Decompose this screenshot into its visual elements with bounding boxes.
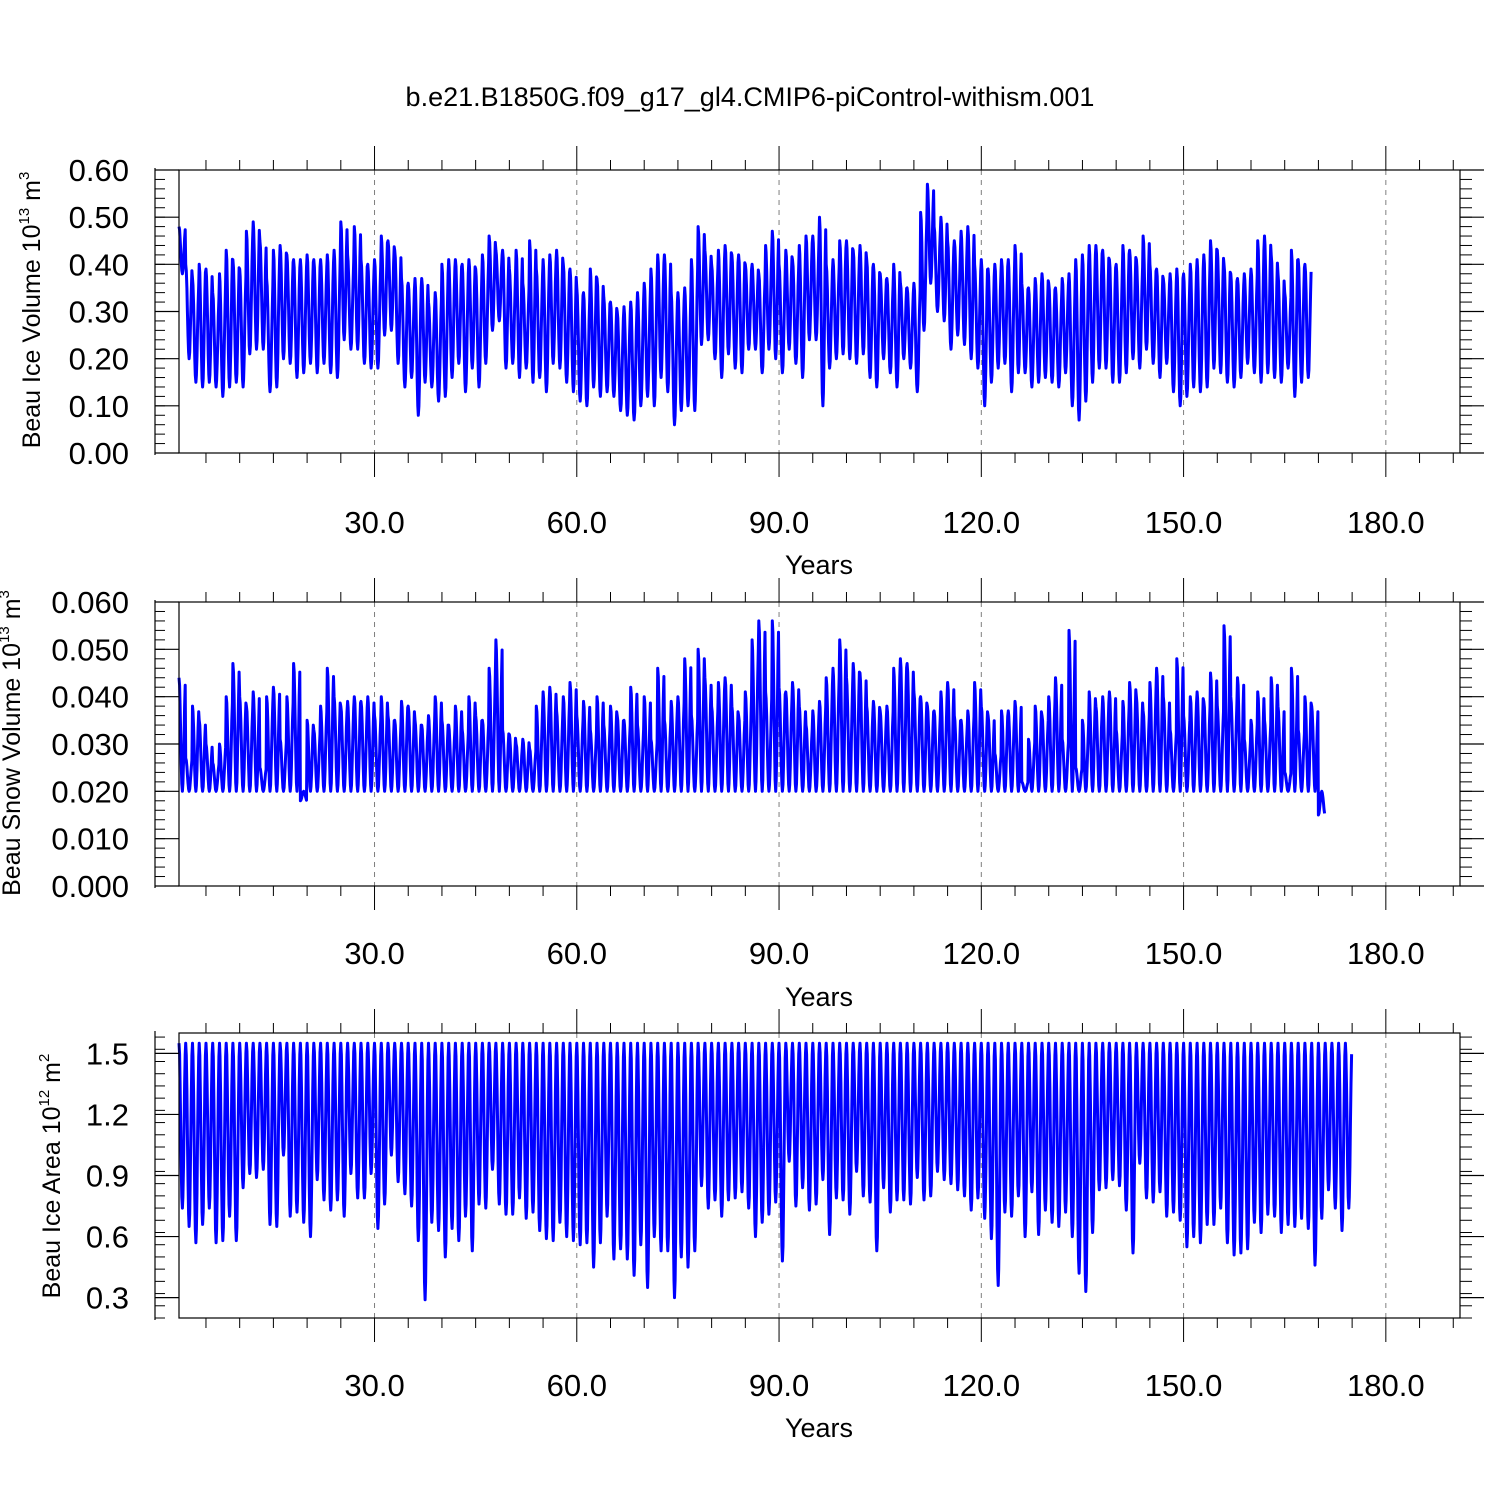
ice-area-y-axis-label: Beau Ice Area 1012 m2 — [36, 1054, 66, 1299]
snow-volume-y-tick-label: 0.020 — [51, 774, 129, 809]
ice-volume-y-axis-label: Beau Ice Volume 1013 m3 — [16, 172, 46, 449]
ice-area-series-line — [177, 1041, 1354, 1302]
ice-area-x-tick-label: 30.0 — [344, 1368, 404, 1403]
ice-volume-plot-frame — [178, 169, 1461, 454]
snow-volume-x-tick-label: 60.0 — [547, 936, 607, 971]
snow-volume-panel: Beau Snow Volume 1013 m3 Years 0.000 0.01… — [0, 578, 1484, 1012]
ice-volume-y-tick-label: 0.50 — [69, 200, 129, 235]
ice-volume-x-tick-label: 60.0 — [547, 505, 607, 540]
snow-volume-y-tick-label: 0.060 — [51, 585, 129, 620]
ice-volume-y-tick-label: 0.20 — [69, 342, 129, 377]
ice-volume-x-tick-label: 30.0 — [344, 505, 404, 540]
snow-volume-x-tick-label: 90.0 — [749, 936, 809, 971]
snow-volume-x-tick-label: 150.0 — [1145, 936, 1223, 971]
snow-volume-y-tick-label: 0.040 — [51, 680, 129, 715]
ice-volume-y-tick-label: 0.10 — [69, 389, 129, 424]
snow-volume-x-tick-label: 120.0 — [943, 936, 1021, 971]
ice-area-x-tick-label: 150.0 — [1145, 1368, 1223, 1403]
ice-volume-y-tick-label: 0.30 — [69, 295, 129, 330]
snow-volume-x-tick-label: 180.0 — [1347, 936, 1425, 971]
ice-area-y-tick-label: 1.5 — [86, 1036, 129, 1071]
figure-title: b.e21.B1850G.f09_g17_gl4.CMIP6-piControl… — [406, 82, 1095, 112]
snow-volume-y-axis-label: Beau Snow Volume 1013 m3 — [0, 590, 26, 896]
ice-volume-panel: Beau Ice Volume 1013 m3 Years 0.00 0.10 0.… — [16, 146, 1484, 580]
ice-area-x-tick-label: 90.0 — [749, 1368, 809, 1403]
ice-volume-series-line — [177, 182, 1313, 427]
ice-area-y-tick-label: 0.6 — [86, 1220, 129, 1255]
ice-area-x-tick-label: 60.0 — [547, 1368, 607, 1403]
ice-area-y-tick-label: 0.9 — [86, 1159, 129, 1194]
ice-area-y-tick-label: 1.2 — [86, 1097, 129, 1132]
ice-area-x-axis-label: Years — [785, 1413, 853, 1443]
ice-volume-y-tick-label: 0.00 — [69, 436, 129, 471]
ice-area-y-tick-label: 0.3 — [86, 1281, 129, 1316]
snow-volume-y-tick-label: 0.050 — [51, 632, 129, 667]
ice-volume-x-tick-label: 120.0 — [943, 505, 1021, 540]
ice-area-x-tick-label: 120.0 — [943, 1368, 1021, 1403]
ice-volume-x-tick-label: 180.0 — [1347, 505, 1425, 540]
snow-volume-series-line — [177, 619, 1327, 817]
ice-volume-y-tick-label: 0.60 — [69, 153, 129, 188]
ice-area-x-tick-label: 180.0 — [1347, 1368, 1425, 1403]
snow-volume-x-axis-label: Years — [785, 982, 853, 1012]
ice-volume-x-axis-label: Years — [785, 550, 853, 580]
snow-volume-y-tick-label: 0.000 — [51, 869, 129, 904]
snow-volume-y-tick-label: 0.030 — [51, 727, 129, 762]
ice-volume-y-tick-label: 0.40 — [69, 247, 129, 282]
snow-volume-y-tick-label: 0.010 — [51, 822, 129, 857]
ice-volume-x-tick-label: 150.0 — [1145, 505, 1223, 540]
ice-area-panel: Beau Ice Area 1012 m2 Years 0.3 0.6 0.9 1.2… — [36, 1009, 1484, 1443]
ice-volume-x-tick-label: 90.0 — [749, 505, 809, 540]
snow-volume-x-tick-label: 30.0 — [344, 936, 404, 971]
